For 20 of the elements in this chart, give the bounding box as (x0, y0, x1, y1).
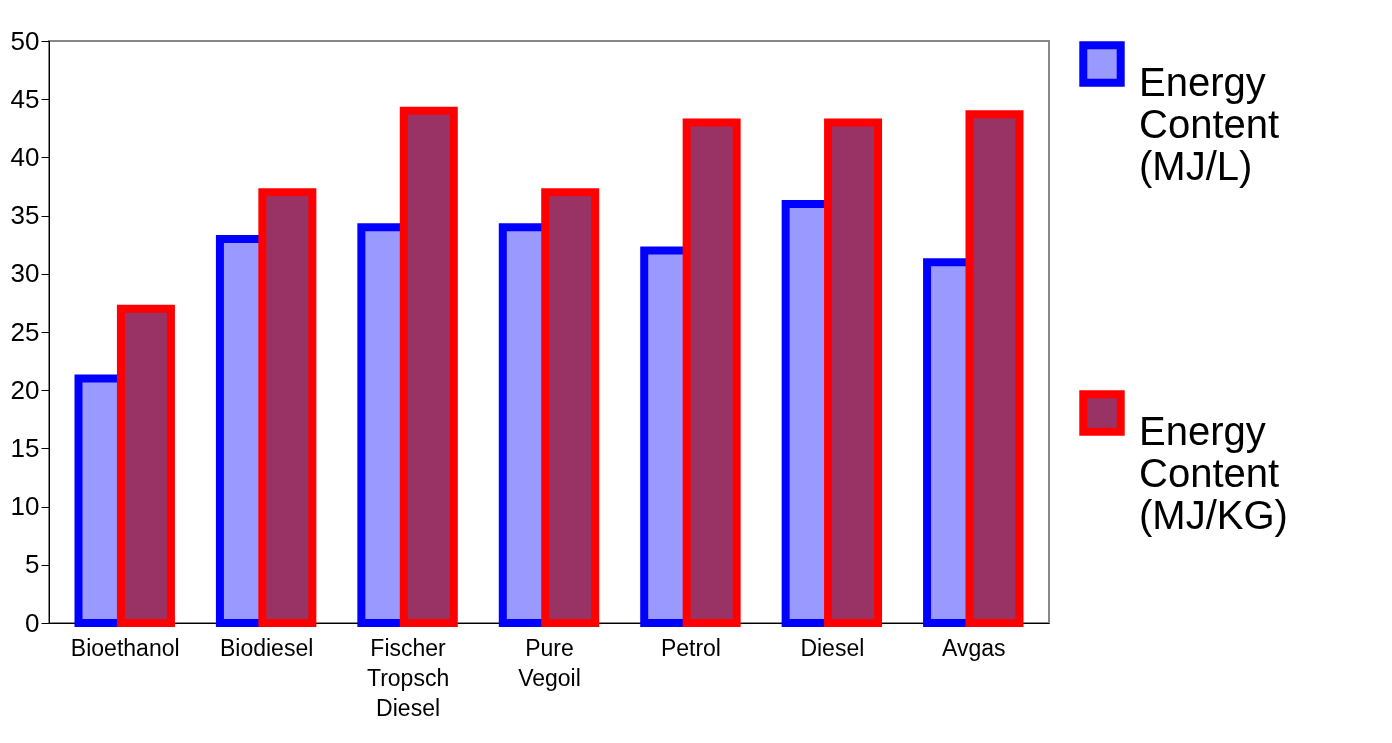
legend-label: Energy Content (MJ/L) (1139, 60, 1280, 188)
y-tick-label: 35 (10, 200, 40, 231)
x-tick-label: Fischer Tropsch Diesel (366, 634, 450, 721)
x-tick-label: Avgas (942, 634, 1006, 661)
y-tick-label: 10 (10, 491, 40, 522)
y-tick-label: 45 (10, 83, 40, 114)
y-tick-label: 20 (10, 374, 40, 405)
y-tick-label: 15 (10, 432, 40, 463)
y-tick-label: 30 (10, 258, 40, 289)
y-tick-label: 0 (25, 607, 40, 638)
x-tick-label: Bioethanol (70, 634, 180, 661)
x-tick-label: Biodiesel (219, 634, 314, 661)
y-tick-label: 25 (10, 316, 40, 347)
x-tick-label: Diesel (800, 634, 865, 661)
legend-label: Energy Content (MJ/KG) (1139, 409, 1288, 537)
x-tick-label: Pure Vegoil (518, 634, 581, 691)
x-tick-label: Petrol (660, 634, 721, 661)
y-tick-label: 50 (10, 25, 40, 56)
y-tick-label: 40 (10, 141, 40, 172)
y-tick-label: 5 (25, 549, 40, 580)
